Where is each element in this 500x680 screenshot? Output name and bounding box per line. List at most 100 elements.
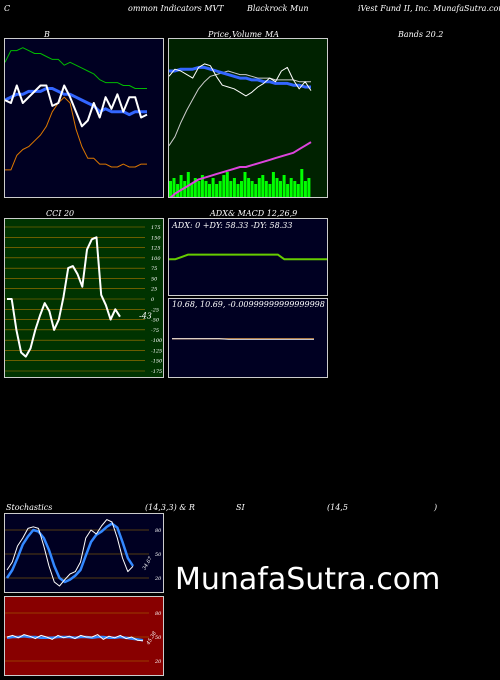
cci-tick-label: 75 (151, 266, 157, 272)
volume-bar (286, 184, 290, 197)
volume-bar (197, 181, 201, 197)
adx-chart (169, 219, 327, 295)
header-common-indicators: ommon Indicators MVT (128, 4, 224, 13)
volume-bar (268, 184, 272, 197)
stoch-fast-line (6, 519, 134, 587)
volume-bar (275, 178, 279, 197)
stoch-tick-label: 80 (155, 528, 162, 534)
volume-bar (300, 169, 304, 197)
panel-background (5, 514, 163, 592)
adx-label: ADX (210, 209, 228, 218)
volume-bar (261, 175, 265, 197)
adx-readout: ADX: 0 +DY: 58.33 -DY: 58.33 (172, 221, 293, 230)
volume-bar (190, 184, 194, 197)
price-ma-chart (169, 39, 327, 197)
rsi-tick-label: 50 (155, 635, 162, 641)
stoch-slow-line (5, 522, 135, 584)
price-label: Price, (208, 30, 232, 39)
cci-tick-label: -100 (151, 338, 163, 344)
rsi-line (6, 634, 144, 642)
volume-bar (176, 184, 180, 197)
volume-bar (229, 181, 233, 197)
volume-bar (211, 178, 215, 197)
bands-label: Bands 20.2 (398, 30, 444, 39)
panel-background (169, 299, 327, 377)
volume-bar (303, 181, 307, 197)
cci-label: CCI 20 (46, 209, 75, 218)
volume-bar (279, 181, 282, 197)
panel-background (169, 219, 327, 295)
cci-tick-label: -25 (151, 307, 159, 313)
volume-bar (232, 178, 236, 197)
volume-bar (186, 172, 190, 197)
volume-bar (257, 178, 261, 197)
macd-label: & MACD 12,26,9 (228, 209, 298, 218)
volume-bar (208, 184, 211, 197)
cci-tick-label: 25 (150, 287, 157, 293)
stochastics-panel: 80 50 20 34.67 (4, 513, 164, 593)
cci-panel: 175 150 125 100 75 50 25 0 -25 -50 -75 -100 -125 -150… (4, 218, 164, 378)
volume-bar (172, 178, 176, 197)
volume-bar (215, 184, 219, 197)
rsi-tick-label: 20 (154, 659, 162, 665)
stoch-tick-label: 50 (155, 552, 162, 558)
bollinger-label: B (44, 30, 50, 39)
ma-line (169, 65, 311, 89)
macd-chart (169, 299, 327, 377)
volume-bar (204, 181, 208, 197)
header-c: C (4, 4, 11, 13)
rsi-tick-label: 80 (155, 611, 162, 617)
cci-value-label: -43 (139, 312, 152, 321)
cci-tick-label: 175 (151, 225, 161, 231)
stoch-tick-label: 20 (154, 576, 162, 582)
bollinger-chart (5, 39, 163, 197)
price-line (169, 63, 312, 97)
rsi-average-line (6, 634, 144, 642)
cci-tick-label: -150 (151, 359, 163, 365)
adx-panel: ADX: 0 +DY: 58.33 -DY: 58.33 (168, 218, 328, 296)
cci-chart: 175 150 125 100 75 50 25 0 -25 -50 -75 -100 -125 -150… (5, 219, 163, 377)
header-fund-name: iVest Fund II, Inc. MunafaSutra.com (358, 4, 500, 13)
cci-tick-label: -125 (151, 348, 162, 354)
panel-background (5, 39, 163, 197)
volume-bar (240, 181, 243, 197)
lower-band-line (169, 141, 312, 197)
volume-bar (236, 184, 240, 197)
cci-tick-label: 100 (151, 256, 161, 262)
cci-tick-label: 50 (151, 276, 158, 282)
volume-bar (293, 181, 297, 197)
volume-bar (282, 175, 286, 197)
long-ma-line (169, 70, 311, 146)
volume-bar (264, 181, 268, 197)
macd-panel: 10.68, 10.69, -0.00999999999999998 (168, 298, 328, 378)
volume-bar (179, 175, 183, 197)
cci-tick-label: -75 (151, 328, 159, 334)
volume-bar (289, 178, 293, 197)
watermark: MunafaSutra.com (175, 562, 441, 597)
volume-bar (218, 181, 222, 197)
cci-tick-label: -175 (151, 369, 162, 375)
stoch-label: Stochastics (6, 503, 53, 512)
volume-bar (243, 172, 247, 197)
panel-background (5, 219, 163, 377)
panel-background (169, 39, 327, 197)
rsi-label: SI (236, 503, 245, 512)
volume-bar (183, 181, 187, 197)
ma-label: MA (265, 30, 279, 39)
volume-bar (307, 178, 311, 197)
volume-bar (247, 178, 251, 197)
volume-bar (193, 178, 197, 197)
rsi-params-label: (14,5 (327, 503, 348, 512)
rsi-params-close: ) (434, 503, 438, 512)
price-ma-panel (168, 38, 328, 198)
cci-tick-label: -50 (151, 318, 160, 324)
volume-bar (250, 181, 254, 197)
bollinger-panel (4, 38, 164, 198)
volume-label: Volume (232, 30, 262, 39)
volume-bar (271, 172, 275, 197)
macd-readout: 10.68, 10.69, -0.00999999999999998 (172, 300, 325, 309)
cci-tick-label: 125 (151, 246, 161, 252)
adx-line (169, 253, 327, 261)
